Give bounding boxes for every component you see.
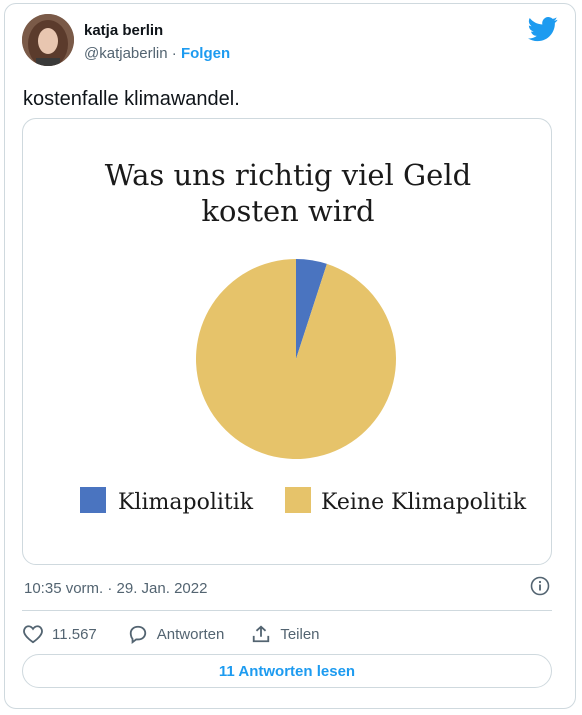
legend-swatch-keine-klimapolitik [285,487,311,513]
tweet-timestamp[interactable]: 10:35 vorm. · 29. Jan. 2022 [24,580,208,597]
author-handle-line: @katjaberlin · Folgen [84,45,230,62]
separator: · [167,45,181,62]
legend-label-klimapolitik: Klimapolitik [118,490,254,515]
pie-slice-keine-klimapolitik [196,259,396,459]
follow-link[interactable]: Folgen [180,45,231,62]
reply-button[interactable]: Antworten [127,624,225,644]
reply-label: Antworten [156,625,225,643]
tweet-text: kostenfalle klimawandel. [23,88,240,110]
info-icon[interactable] [530,576,550,596]
legend-swatch-klimapolitik [80,487,106,513]
chart-title-line1: Was uns richtig viel Geld [104,158,472,192]
twitter-bird-icon[interactable] [528,14,558,44]
share-button[interactable]: Teilen [250,624,320,644]
chart-title: Was uns richtig viel Geld kosten wird [23,157,551,229]
like-button[interactable]: 11.567 [22,624,97,644]
chart-title-line2: kosten wird [201,194,375,228]
read-replies-button[interactable]: 11 Antworten lesen [22,654,552,688]
like-count: 11.567 [52,625,97,643]
pie-chart: Klimapolitik Keine Klimapolitik [80,259,527,515]
reply-icon [129,625,146,644]
heart-icon [23,625,43,644]
chart-image[interactable]: Was uns richtig viel Geld kosten wird Kl… [22,118,552,565]
avatar[interactable] [22,14,74,66]
author-name[interactable]: katja berlin [84,22,164,39]
legend-label-keine-klimapolitik: Keine Klimapolitik [321,490,527,515]
share-label: Teilen [280,625,320,643]
share-icon [253,625,270,643]
action-bar: 11.567 Antworten Teilen [22,622,320,646]
divider [22,610,552,611]
author-handle[interactable]: @katjaberlin [84,45,168,62]
pie-slice-klimapolitik [296,259,327,359]
